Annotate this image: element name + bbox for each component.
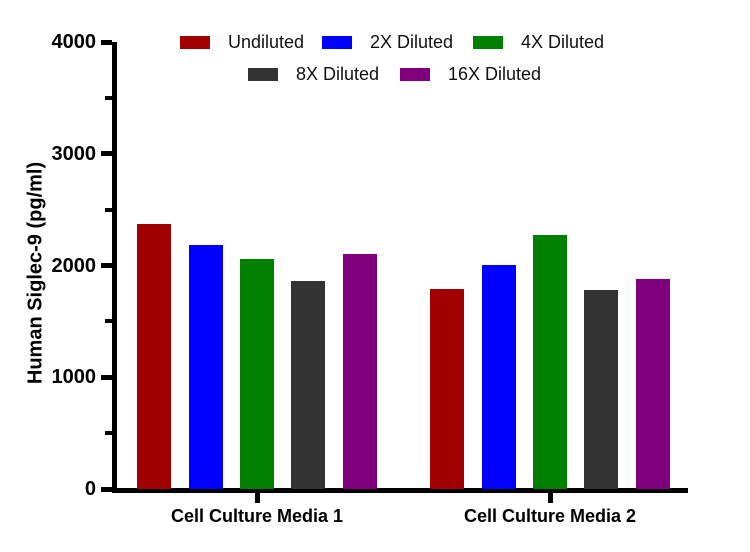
y-tick-label: 3000 <box>51 142 97 165</box>
bar-cell-culture-media-2-4x-diluted <box>533 234 567 489</box>
y-minor-tick <box>105 319 112 324</box>
y-major-tick <box>101 374 112 380</box>
x-tick-cell-culture-media-2 <box>547 493 553 503</box>
bar-cell-culture-media-1-undiluted <box>137 223 172 489</box>
y-minor-tick <box>105 95 112 100</box>
y-tick-label: 4000 <box>51 31 97 53</box>
y-major-tick <box>101 263 112 268</box>
x-tick-cell-culture-media-1 <box>254 493 260 503</box>
legend-label-2x-diluted: 2X Diluted <box>370 32 454 52</box>
bar-cell-culture-media-1-2x-diluted <box>188 245 223 489</box>
y-major-tick <box>101 486 112 492</box>
bar-cell-culture-media-1-16x-diluted <box>342 254 377 489</box>
legend-label-undiluted: Undiluted <box>228 32 305 52</box>
y-minor-tick <box>105 207 112 212</box>
bar-cell-culture-media-2-16x-diluted <box>635 279 670 489</box>
legend-swatch-undiluted <box>180 36 210 49</box>
bar-cell-culture-media-2-2x-diluted <box>481 264 516 489</box>
x-axis-line <box>112 488 688 493</box>
y-tick-label: 0 <box>84 478 96 500</box>
legend-swatch-2x-diluted <box>322 36 352 49</box>
bar-cell-culture-media-1-4x-diluted <box>240 259 274 489</box>
legend-label-8x-diluted: 8X Diluted <box>296 64 380 84</box>
y-axis-line <box>112 42 117 493</box>
legend-label-4x-diluted: 4X Diluted <box>521 32 605 52</box>
y-tick-label: 1000 <box>51 366 97 389</box>
category-label-cell-culture-media-2: Cell Culture Media 2 <box>463 506 637 526</box>
bar-cell-culture-media-1-8x-diluted <box>291 280 326 489</box>
y-tick-label: 2000 <box>51 254 97 277</box>
bar-cell-culture-media-2-8x-diluted <box>584 289 619 489</box>
category-label-cell-culture-media-1: Cell Culture Media 1 <box>170 506 344 526</box>
legend-label-16x-diluted: 16X Diluted <box>448 64 542 84</box>
y-minor-tick <box>105 431 112 436</box>
y-major-tick <box>101 151 112 157</box>
legend-swatch-8x-diluted <box>248 68 278 81</box>
legend-swatch-4x-diluted <box>473 36 503 49</box>
y-major-tick <box>101 39 112 45</box>
bar-cell-culture-media-2-undiluted <box>430 288 465 489</box>
legend-swatch-16x-diluted <box>400 68 430 81</box>
